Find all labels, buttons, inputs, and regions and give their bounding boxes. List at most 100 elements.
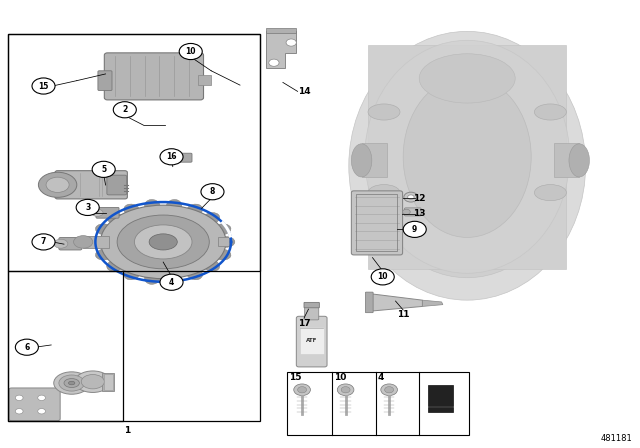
Ellipse shape	[203, 260, 220, 271]
Circle shape	[15, 395, 23, 401]
Text: ATF: ATF	[306, 338, 317, 343]
Polygon shape	[422, 300, 443, 306]
Ellipse shape	[81, 375, 104, 389]
Text: 8: 8	[210, 187, 215, 196]
Ellipse shape	[117, 215, 209, 269]
Polygon shape	[266, 28, 296, 33]
Polygon shape	[428, 385, 453, 406]
Ellipse shape	[166, 272, 182, 284]
Text: 11: 11	[397, 310, 410, 319]
Ellipse shape	[95, 249, 113, 260]
Circle shape	[92, 161, 115, 177]
Ellipse shape	[145, 199, 160, 212]
Ellipse shape	[54, 239, 68, 248]
Circle shape	[385, 387, 394, 393]
FancyBboxPatch shape	[351, 191, 403, 255]
Circle shape	[371, 269, 394, 285]
Ellipse shape	[74, 236, 93, 248]
Text: 16: 16	[166, 152, 177, 161]
Circle shape	[404, 192, 418, 202]
Ellipse shape	[107, 212, 124, 224]
Ellipse shape	[92, 209, 103, 216]
Ellipse shape	[95, 224, 113, 235]
Bar	[218, 237, 229, 246]
Bar	[362, 143, 387, 177]
Ellipse shape	[75, 371, 111, 392]
Ellipse shape	[124, 204, 140, 216]
Ellipse shape	[54, 372, 90, 394]
Ellipse shape	[217, 237, 235, 247]
Circle shape	[294, 384, 310, 396]
FancyBboxPatch shape	[96, 207, 119, 218]
Circle shape	[341, 387, 350, 393]
Circle shape	[38, 395, 45, 401]
Text: 15: 15	[38, 82, 49, 90]
Ellipse shape	[92, 237, 109, 247]
Circle shape	[298, 387, 307, 393]
Ellipse shape	[64, 379, 79, 388]
Ellipse shape	[38, 172, 77, 197]
Text: 12: 12	[413, 194, 426, 202]
Ellipse shape	[368, 185, 400, 201]
FancyBboxPatch shape	[404, 208, 421, 216]
Circle shape	[160, 149, 183, 165]
Bar	[554, 143, 579, 177]
Text: 1: 1	[124, 426, 130, 435]
Ellipse shape	[213, 249, 231, 260]
Text: 10: 10	[378, 272, 388, 281]
Circle shape	[337, 384, 354, 396]
Ellipse shape	[534, 104, 566, 120]
Text: 4: 4	[169, 278, 174, 287]
Polygon shape	[368, 45, 566, 269]
Circle shape	[179, 43, 202, 60]
Ellipse shape	[173, 155, 183, 160]
Circle shape	[32, 78, 55, 94]
Circle shape	[38, 409, 45, 414]
Ellipse shape	[166, 199, 182, 212]
Bar	[8, 34, 260, 421]
Circle shape	[32, 234, 55, 250]
FancyBboxPatch shape	[98, 71, 112, 90]
FancyBboxPatch shape	[172, 153, 192, 162]
Bar	[8, 34, 260, 271]
Ellipse shape	[145, 272, 160, 284]
Text: 14: 14	[298, 87, 311, 96]
Text: 7: 7	[41, 237, 46, 246]
Text: 13: 13	[413, 209, 426, 218]
Circle shape	[113, 102, 136, 118]
Circle shape	[160, 274, 183, 290]
Ellipse shape	[59, 375, 84, 391]
Text: 3: 3	[85, 203, 90, 212]
Ellipse shape	[569, 144, 589, 177]
Bar	[104, 374, 113, 390]
Ellipse shape	[213, 224, 231, 235]
Circle shape	[408, 195, 414, 199]
Bar	[356, 194, 397, 251]
Text: 5: 5	[101, 165, 106, 174]
Circle shape	[286, 39, 296, 46]
Ellipse shape	[68, 381, 75, 385]
Ellipse shape	[349, 31, 586, 300]
Ellipse shape	[368, 104, 400, 120]
Circle shape	[201, 184, 224, 200]
FancyBboxPatch shape	[305, 306, 319, 320]
FancyBboxPatch shape	[104, 53, 204, 100]
Text: 10: 10	[186, 47, 196, 56]
Ellipse shape	[203, 212, 220, 224]
Ellipse shape	[186, 204, 203, 216]
Ellipse shape	[419, 54, 515, 103]
Ellipse shape	[149, 234, 177, 250]
FancyBboxPatch shape	[59, 237, 82, 250]
Polygon shape	[368, 293, 422, 311]
Text: 4: 4	[378, 373, 384, 382]
Circle shape	[15, 339, 38, 355]
Bar	[287, 372, 469, 435]
Bar	[102, 373, 114, 391]
Text: 6: 6	[24, 343, 29, 352]
Circle shape	[403, 209, 410, 215]
Ellipse shape	[134, 225, 192, 259]
Text: 17: 17	[298, 319, 310, 328]
Circle shape	[76, 199, 99, 215]
Circle shape	[403, 221, 426, 237]
Ellipse shape	[124, 267, 140, 280]
